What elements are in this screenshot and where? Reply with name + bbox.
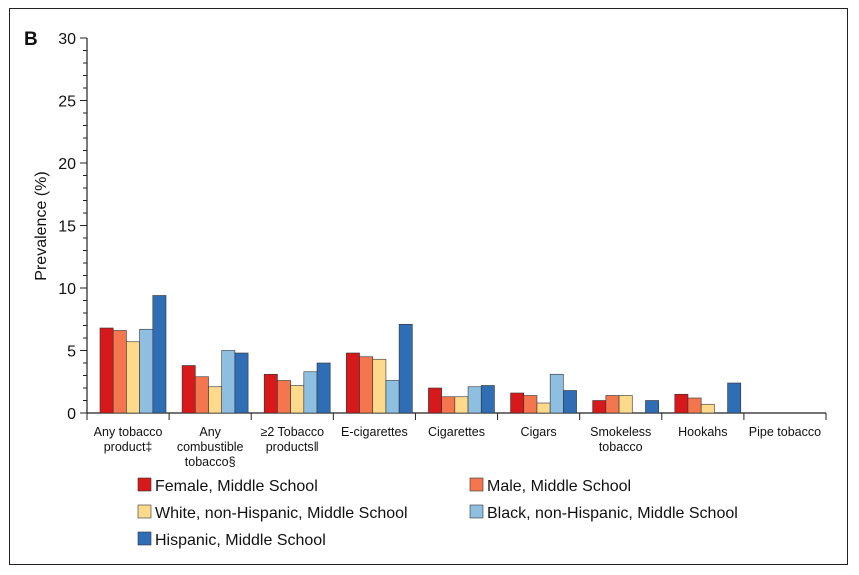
bar — [480, 385, 495, 414]
x-category-label: Any tobacco — [94, 425, 163, 439]
x-category-label: tobacco§ — [185, 455, 236, 469]
bar — [549, 373, 564, 414]
bar — [645, 400, 659, 414]
bar — [372, 358, 387, 414]
bar — [441, 396, 456, 414]
legend-swatch — [469, 504, 484, 519]
y-tick-label: 20 — [58, 156, 76, 173]
bar — [674, 393, 689, 414]
bar — [221, 350, 236, 414]
bar — [618, 395, 633, 414]
bar — [536, 402, 551, 414]
bar — [428, 387, 442, 414]
legend: Female, Middle School Male, Middle School… — [137, 477, 738, 549]
legend-swatch — [137, 531, 152, 546]
x-category-label: Any — [199, 425, 221, 439]
y-tick-label: 5 — [67, 344, 76, 361]
bar — [139, 328, 154, 414]
y-tick-label: 30 — [58, 31, 76, 48]
bar — [195, 376, 209, 414]
bar — [727, 382, 742, 414]
bar — [99, 327, 114, 414]
bar — [181, 365, 196, 414]
bar — [523, 395, 538, 414]
bar — [290, 385, 305, 414]
x-category-label: ≥2 Tobacco — [260, 425, 324, 439]
bar — [208, 386, 223, 414]
legend-swatch — [137, 504, 152, 519]
x-category-label: products‖ — [266, 440, 319, 454]
legend-label: Black, non-Hispanic, Middle School — [487, 505, 738, 522]
bar — [398, 323, 413, 414]
axes: 0 5 10 15 20 25 30 — [58, 31, 827, 423]
legend-label: Hispanic, Middle School — [155, 532, 326, 549]
y-tick-label: 0 — [67, 406, 76, 423]
x-category-label: Cigarettes — [428, 425, 485, 439]
x-category-label: E-cigarettes — [341, 425, 408, 439]
legend-label: Male, Middle School — [487, 478, 631, 495]
x-category-label: Hookahs — [678, 425, 727, 439]
bar — [152, 295, 167, 414]
bar — [277, 380, 291, 414]
bar — [454, 396, 469, 414]
bars — [99, 295, 742, 414]
bar — [126, 341, 140, 414]
legend-label: White, non-Hispanic, Middle School — [155, 505, 408, 522]
bar — [700, 403, 715, 414]
bar — [234, 352, 249, 414]
y-tick-label: 25 — [58, 94, 76, 111]
legend-label: Female, Middle School — [155, 478, 318, 495]
x-category-label: Pipe tobacco — [749, 425, 821, 439]
bar — [563, 390, 577, 414]
bar — [592, 400, 607, 414]
bar — [112, 330, 127, 414]
x-category-label: product‡ — [104, 440, 153, 454]
legend-swatch — [137, 477, 152, 492]
legend-swatch — [469, 477, 484, 492]
bar — [303, 371, 318, 414]
x-category-label: combustible — [177, 440, 244, 454]
bar — [359, 356, 374, 414]
x-category-label: tobacco — [599, 440, 643, 454]
panel-label: B — [24, 29, 38, 50]
bar — [510, 392, 525, 414]
bar — [316, 362, 331, 414]
bar — [385, 380, 400, 414]
y-tick-label: 15 — [58, 219, 76, 236]
x-axis-labels: Any tobaccoproduct‡Anycombustibletobacco… — [94, 425, 821, 469]
y-tick-label: 10 — [58, 281, 76, 298]
bar — [687, 397, 702, 414]
y-axis-label: Prevalence (%) — [33, 171, 50, 280]
bar — [467, 386, 482, 414]
bar — [263, 373, 278, 414]
bar — [605, 395, 620, 414]
x-category-label: Cigars — [521, 425, 557, 439]
figure-frame — [9, 8, 848, 565]
x-category-label: Smokeless — [590, 425, 651, 439]
bar — [346, 352, 360, 414]
